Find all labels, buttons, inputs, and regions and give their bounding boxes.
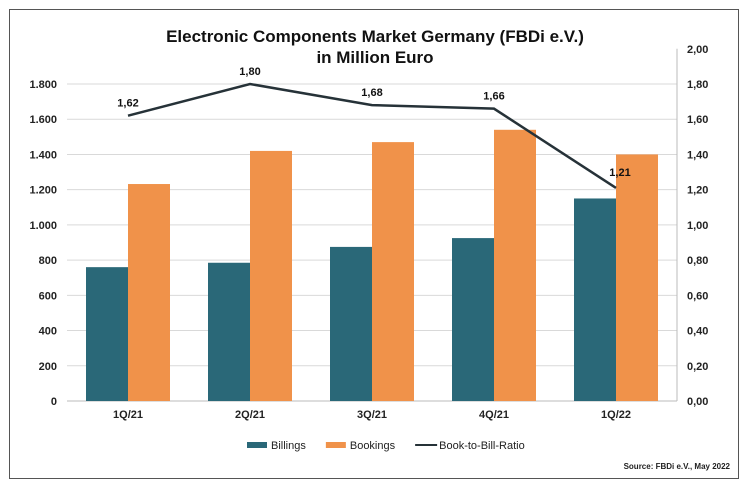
bar-billings [208,262,250,401]
bar-billings [330,246,372,401]
bar-bookings [494,129,536,402]
legend-label: Bookings [350,440,396,452]
chart-title: Electronic Components Market Germany (FB… [166,27,584,46]
legend-label: Book-to-Bill-Ratio [439,440,525,452]
left-axis-tick: 1.200 [29,185,57,197]
right-axis-tick: 1,60 [687,114,708,126]
bar-bookings [128,184,170,401]
bar-billings [452,238,494,401]
x-axis-tick: 3Q/21 [357,409,387,421]
left-axis-tick: 1.000 [29,220,57,232]
right-axis-tick: 0,00 [687,396,708,408]
left-axis-tick: 1.800 [29,79,57,91]
data-label: 1,21 [609,167,630,179]
right-axis-tick: 2,00 [687,44,708,56]
bar-bookings [372,142,414,401]
right-axis-tick: 1,80 [687,79,708,91]
left-axis-tick: 200 [39,361,57,373]
legend-swatch-billings [247,442,267,448]
x-axis-tick: 1Q/22 [601,409,631,421]
bar-billings [574,198,616,401]
left-axis-tick: 600 [39,290,57,302]
left-axis-tick: 400 [39,326,57,338]
data-label: 1,66 [483,91,504,103]
source-note: Source: FBDi e.V., May 2022 [623,462,730,471]
legend-label: Billings [271,440,306,452]
right-axis-tick: 1,40 [687,149,708,161]
bar-billings [86,267,128,401]
bar-bookings [250,150,292,401]
left-axis-tick: 1.600 [29,114,57,126]
line-book-to-bill [127,82,617,189]
data-label: 1,68 [361,87,382,99]
x-axis-tick: 2Q/21 [235,409,265,421]
right-axis-tick: 0,80 [687,255,708,267]
right-axis-tick: 1,20 [687,185,708,197]
right-axis-tick: 0,40 [687,326,708,338]
data-label: 1,80 [239,66,260,78]
x-axis-tick: 1Q/21 [113,409,143,421]
right-axis-tick: 0,20 [687,361,708,373]
chart-frame [9,9,739,479]
left-axis-tick: 1.400 [29,149,57,161]
legend-swatch-bookings [325,442,346,448]
data-label: 1,62 [117,98,138,110]
right-axis-tick: 0,60 [687,290,708,302]
left-axis-tick: 0 [51,396,57,408]
left-axis-tick: 800 [39,255,57,267]
right-axis-tick: 1,00 [687,220,708,232]
bar-bookings [616,154,658,401]
x-axis-tick: 4Q/21 [479,409,509,421]
chart-subtitle: in Million Euro [316,48,434,67]
